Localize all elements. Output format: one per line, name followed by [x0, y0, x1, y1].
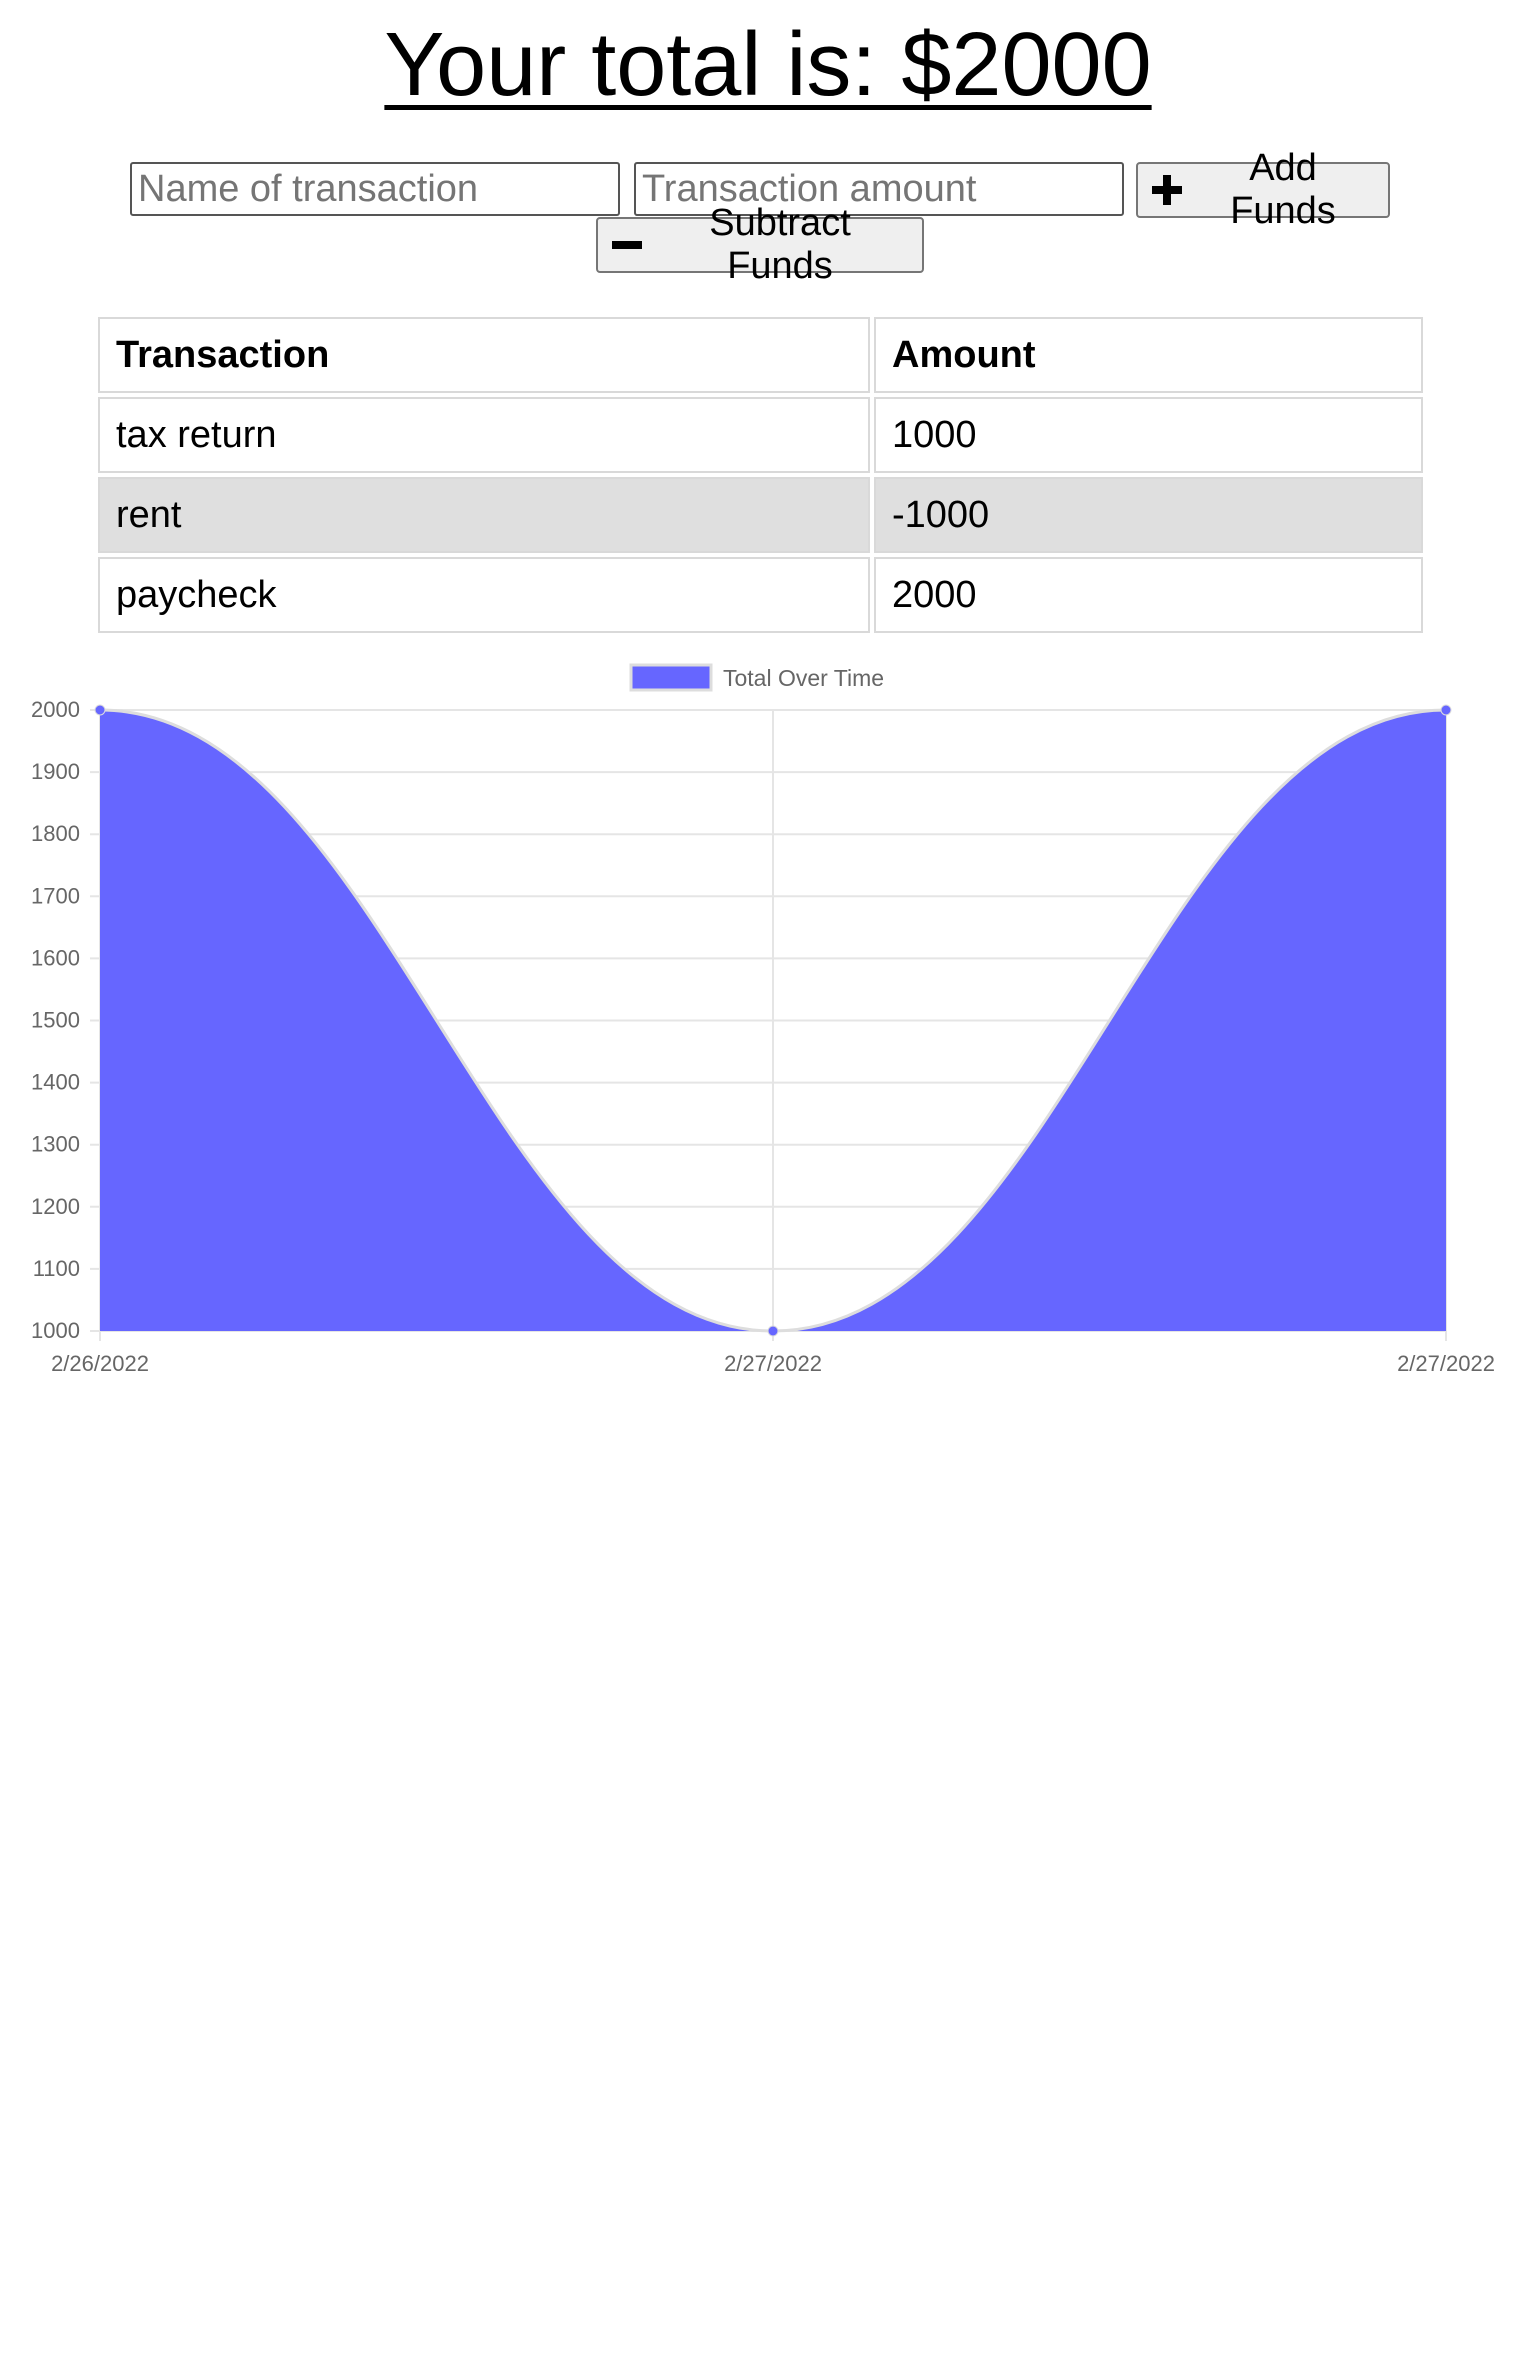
subtract-funds-button[interactable]: Subtract Funds: [596, 202, 924, 287]
minus-icon: [612, 230, 642, 260]
data-point: [94, 704, 106, 716]
transactions-table: Transaction Amount tax return 1000 rent …: [94, 313, 1427, 637]
transaction-name-input[interactable]: [130, 162, 620, 216]
transaction-name-cell: rent: [98, 477, 870, 553]
y-tick-label: 1600: [31, 945, 80, 970]
y-tick-label: 1000: [31, 1318, 80, 1343]
y-tick-label: 1700: [31, 883, 80, 908]
y-tick-label: 1400: [31, 1070, 80, 1095]
table-row: paycheck 2000: [98, 557, 1423, 633]
table-header-row: Transaction Amount: [98, 317, 1423, 393]
y-tick-label: 2000: [31, 697, 80, 722]
y-tick-label: 1300: [31, 1132, 80, 1157]
add-funds-button[interactable]: Add Funds: [1136, 147, 1390, 232]
subtract-row: Subtract Funds: [0, 202, 1536, 287]
series-area: [100, 710, 1446, 1331]
transaction-amount-cell: 2000: [874, 557, 1423, 633]
subtract-funds-label: Subtract Funds: [709, 202, 851, 287]
y-tick-label: 1100: [33, 1256, 80, 1281]
transaction-amount-cell: 1000: [874, 397, 1423, 473]
table-row: rent -1000: [98, 477, 1423, 553]
x-tick-label: 2/27/2022: [1397, 1351, 1495, 1376]
transaction-name-cell: tax return: [98, 397, 870, 473]
column-header-amount: Amount: [874, 317, 1423, 393]
total-heading: Your total is: $2000: [0, 10, 1536, 120]
y-tick-label: 1500: [31, 1008, 80, 1033]
transaction-form: Add Funds: [0, 147, 1536, 232]
y-tick-label: 1800: [31, 821, 80, 846]
x-tick-label: 2/26/2022: [51, 1351, 149, 1376]
add-funds-label: Add Funds: [1230, 147, 1336, 232]
y-tick-label: 1200: [31, 1194, 80, 1219]
total-text: Your total is: $2000: [384, 15, 1152, 115]
total-over-time-chart: 1000 1100 1200 1300 1400 1500 1600 1700 1800 1900…: [31, 663, 1495, 1376]
transaction-amount-input[interactable]: [634, 162, 1124, 216]
data-point: [1440, 704, 1452, 716]
y-tick-label: 1900: [31, 759, 80, 784]
legend-label: Total Over Time: [723, 665, 884, 691]
x-tick-label: 2/27/2022: [724, 1351, 822, 1376]
data-point: [767, 1325, 779, 1337]
plus-icon: [1152, 175, 1182, 205]
table-row: tax return 1000: [98, 397, 1423, 473]
legend-swatch: [629, 663, 713, 692]
transaction-amount-cell: -1000: [874, 477, 1423, 553]
transaction-name-cell: paycheck: [98, 557, 870, 633]
column-header-transaction: Transaction: [98, 317, 870, 393]
